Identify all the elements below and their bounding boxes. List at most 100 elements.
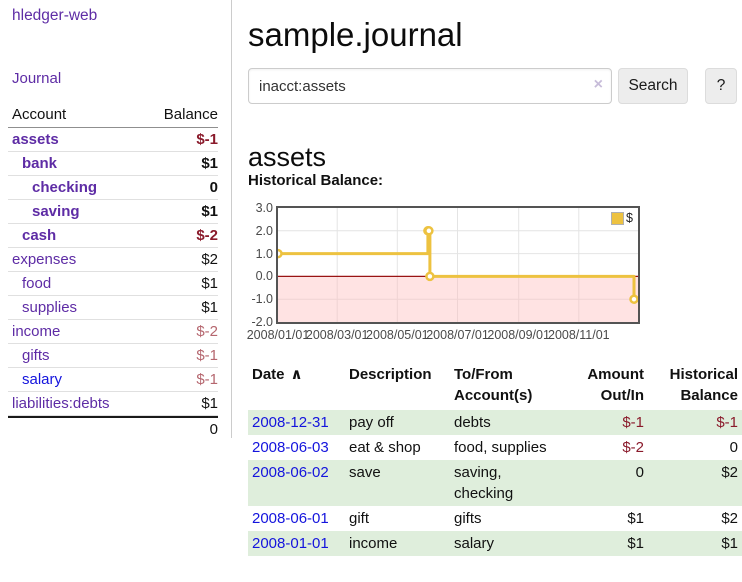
account-row: expenses $2 (8, 248, 218, 272)
accounts-header-row: Account Balance (8, 104, 218, 128)
account-balance: $2 (201, 251, 218, 268)
header-description[interactable]: Description (349, 366, 432, 383)
account-balance: $-2 (196, 227, 218, 244)
account-row: cash $-2 (8, 224, 218, 248)
header-tofrom[interactable]: To/From Account(s) (454, 366, 533, 404)
help-button[interactable]: ? (705, 68, 737, 104)
y-axis-tick-label: 3.0 (255, 201, 273, 215)
transaction-accounts: saving, checking (454, 464, 514, 502)
chart-plot-area[interactable]: $ (276, 206, 640, 324)
data-point-marker[interactable] (425, 271, 435, 282)
transaction-amount: 0 (635, 464, 644, 481)
transaction-balance: $2 (721, 510, 738, 527)
account-link-expenses[interactable]: expenses (12, 251, 77, 268)
header-amount[interactable]: Amount Out/In (587, 366, 644, 404)
transaction-amount: $1 (627, 510, 644, 527)
transaction-accounts: debts (454, 414, 491, 431)
nav-journal-link[interactable]: Journal (12, 70, 62, 87)
transaction-description: income (349, 535, 398, 552)
account-balance: $1 (201, 275, 218, 292)
search-form: × Search ? (248, 68, 742, 104)
accounts-sidebar: Account Balance assets $-1 bank $1 checking 0… (8, 104, 218, 440)
transaction-accounts: food, supplies (454, 439, 547, 456)
x-axis-tick-label: 2008/03/01 (305, 328, 369, 342)
account-balance: $1 (201, 203, 218, 220)
header-historical-balance[interactable]: Historical Balance (669, 366, 738, 404)
y-axis-tick-label: -1.0 (251, 292, 273, 307)
app-brand-link[interactable]: hledger-web (12, 7, 98, 24)
transaction-amount: $1 (627, 535, 644, 552)
register-row: 2008-01-01 income salary $1 $1 (248, 531, 742, 556)
register-row: 2008-06-03 eat & shop food, supplies $-2 0 (248, 435, 742, 460)
x-axis-tick-label: 2008/09/01 (487, 328, 550, 342)
accounts-header-balance: Balance (163, 106, 218, 123)
data-point-marker[interactable] (424, 226, 434, 236)
y-axis-tick-label: 1.0 (255, 246, 273, 261)
account-row: food $1 (8, 272, 218, 296)
account-row: bank $1 (8, 152, 218, 176)
data-point-marker[interactable] (629, 294, 638, 304)
accounts-list: assets $-1 bank $1 checking 0 saving $1 cash $-2 e… (8, 128, 218, 416)
transaction-date-link[interactable]: 2008-06-01 (252, 510, 329, 527)
page-title: sample.journal (248, 16, 463, 54)
x-axis-tick-label: 2008/07/01 (426, 328, 489, 342)
sort-ascending-icon: ∧ (290, 366, 303, 383)
account-link-cash[interactable]: cash (22, 227, 57, 244)
account-row: salary $-1 (8, 368, 218, 392)
transaction-date-link[interactable]: 2008-01-01 (252, 535, 329, 552)
transaction-balance: 0 (729, 439, 738, 456)
account-link-checking[interactable]: checking (32, 179, 98, 196)
account-balance: $1 (201, 395, 218, 412)
transaction-description: save (349, 464, 381, 481)
chart-title: Historical Balance: (248, 172, 384, 189)
search-input[interactable] (248, 68, 612, 104)
y-axis-tick-label: 0.0 (255, 269, 273, 284)
account-row: income $-2 (8, 320, 218, 344)
account-balance: $1 (201, 155, 218, 172)
clear-search-icon[interactable]: × (593, 76, 603, 93)
account-balance: $1 (201, 299, 218, 316)
account-balance: 0 (209, 179, 218, 196)
legend-swatch-icon (611, 211, 625, 225)
account-row: liabilities:debts $1 (8, 392, 218, 416)
transaction-date-link[interactable]: 2008-06-02 (252, 464, 329, 481)
account-link-gifts[interactable]: gifts (22, 347, 50, 364)
y-axis-tick-label: -2.0 (251, 315, 273, 329)
register-row: 2008-06-02 save saving, checking 0 $2 (248, 460, 742, 506)
transaction-accounts: gifts (454, 510, 482, 527)
historical-balance-chart: $ 3.0 2.0 1.0 0.0 -1.0 -2.0 2008/01/01 2008/03/… (247, 200, 688, 350)
y-axis-tick-label: 2.0 (255, 223, 273, 238)
account-row: checking 0 (8, 176, 218, 200)
account-row: supplies $1 (8, 296, 218, 320)
account-link-bank[interactable]: bank (22, 155, 58, 172)
account-balance: $-1 (196, 371, 218, 388)
account-link-liabilities-debts[interactable]: liabilities:debts (12, 395, 110, 412)
account-link-income[interactable]: income (12, 323, 61, 340)
transaction-description: eat & shop (349, 439, 421, 456)
transaction-amount: $-1 (622, 414, 644, 431)
account-link-food[interactable]: food (22, 275, 52, 292)
account-link-assets[interactable]: assets (12, 131, 59, 148)
account-balance: $-1 (196, 131, 218, 148)
register-row: 2008-06-01 gift gifts $1 $2 (248, 506, 742, 531)
account-link-supplies[interactable]: supplies (22, 299, 78, 316)
account-row: assets $-1 (8, 128, 218, 152)
transaction-description: pay off (349, 414, 394, 431)
header-date[interactable]: Date ∧ (252, 366, 303, 383)
register-table: Date ∧ Description To/From Account(s) Amou… (248, 362, 742, 556)
register-header-row: Date ∧ Description To/From Account(s) Amou… (248, 362, 742, 410)
negative-region (278, 276, 638, 322)
transaction-balance: $-1 (716, 414, 738, 431)
transaction-date-link[interactable]: 2008-06-03 (252, 439, 329, 456)
transaction-date-link[interactable]: 2008-12-31 (252, 414, 329, 431)
transaction-description: gift (349, 510, 370, 527)
legend-label: $ (626, 211, 633, 225)
account-link-saving[interactable]: saving (32, 203, 80, 220)
search-button[interactable]: Search (618, 68, 688, 104)
x-axis-tick-label: 2008/05/01 (366, 328, 429, 342)
account-link-salary[interactable]: salary (22, 371, 63, 388)
data-point-marker[interactable] (278, 248, 283, 259)
transaction-balance: $2 (721, 464, 738, 481)
sidebar-divider (231, 0, 232, 438)
account-row: gifts $-1 (8, 344, 218, 368)
